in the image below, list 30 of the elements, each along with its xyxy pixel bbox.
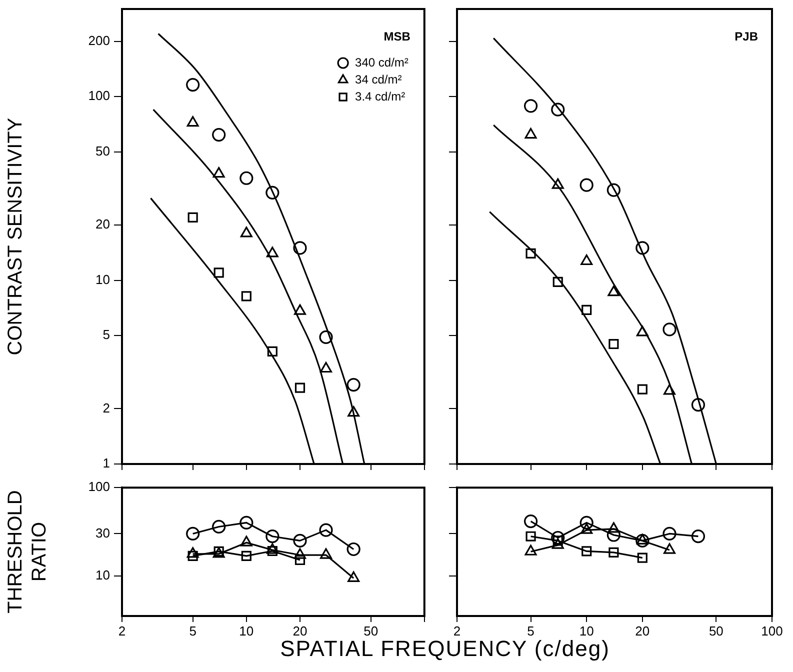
x-tick-label: 50 <box>364 623 378 638</box>
x-tick-label: 5 <box>527 623 534 638</box>
annotation: PJB <box>734 29 758 44</box>
y-tick-label: 1 <box>102 456 110 471</box>
x-tick-label: 10 <box>239 623 254 638</box>
y-tick-label: 5 <box>102 327 110 342</box>
x-tick-label: 20 <box>635 623 650 638</box>
y-axis-title: CONTRAST SENSITIVITY <box>4 118 27 356</box>
x-tick-label: 5 <box>189 623 196 638</box>
x-tick-label: 2 <box>453 623 461 638</box>
y-tick-label: 20 <box>96 216 110 232</box>
y-tick-label: 10 <box>96 567 110 582</box>
x-tick-label: 10 <box>579 623 594 638</box>
y-tick-label: 200 <box>88 32 110 48</box>
y-tick-label: 2 <box>102 400 110 416</box>
y-tick-label: 30 <box>96 525 110 540</box>
x-tick-label: 50 <box>708 623 724 638</box>
y-tick-label: 50 <box>96 144 110 159</box>
y-axis-title: THRESHOLD RATIO <box>4 490 51 614</box>
x-tick-label: 20 <box>292 623 308 638</box>
legend-label: 340 cd/m² <box>355 55 408 70</box>
annotation: MSB <box>384 29 411 44</box>
x-axis-title: SPATIAL FREQUENCY (c/deg) <box>280 636 610 661</box>
x-tick-label: 2 <box>118 623 126 638</box>
y-tick-label: 100 <box>88 479 110 494</box>
legend-label: 3.4 cd/m² <box>355 89 406 104</box>
legend-label: 34 cd/m² <box>355 72 402 86</box>
x-tick-label: 100 <box>761 623 783 638</box>
y-tick-label: 10 <box>96 272 110 287</box>
y-tick-label: 100 <box>88 88 110 104</box>
